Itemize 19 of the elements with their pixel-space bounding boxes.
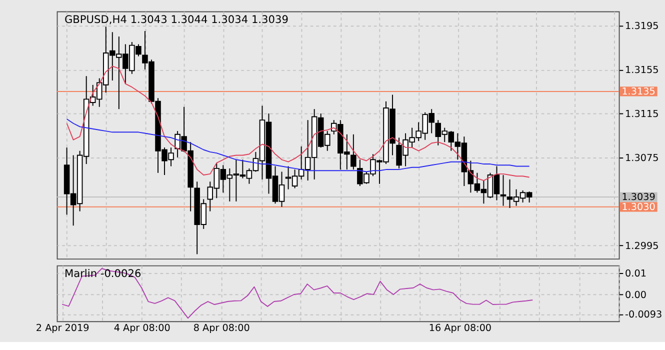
- y-tick-label: 1.3075: [625, 152, 659, 164]
- x-tick-label: 2 Apr 2019: [36, 323, 90, 334]
- ref-line-label: 1.3135: [622, 86, 656, 98]
- y-tick-label: -0.0093: [625, 310, 662, 321]
- y-tick-label: 1.3115: [625, 108, 659, 120]
- candlestick: [500, 174, 506, 206]
- ref-line-label: 1.3030: [622, 202, 656, 213]
- ref-line-label: 1.3039: [622, 192, 656, 203]
- line-series: [62, 268, 534, 319]
- y-tick-label: 1.3195: [625, 20, 659, 32]
- y-tick-label: 0.01: [625, 268, 646, 280]
- x-tick-label: 16 Apr 08:00: [428, 323, 492, 334]
- y-tick-label: 1.2995: [625, 240, 659, 252]
- chart-title: GBPUSD,H4 1.3043 1.3044 1.3034 1.3039: [64, 14, 288, 26]
- y-tick-label: 0.00: [625, 290, 646, 301]
- candlestick: [350, 134, 356, 170]
- x-tick-label: 4 Apr 08:00: [114, 323, 170, 334]
- y-tick-label: 1.3155: [625, 64, 659, 76]
- x-tick-label: 8 Apr 08:00: [193, 323, 250, 334]
